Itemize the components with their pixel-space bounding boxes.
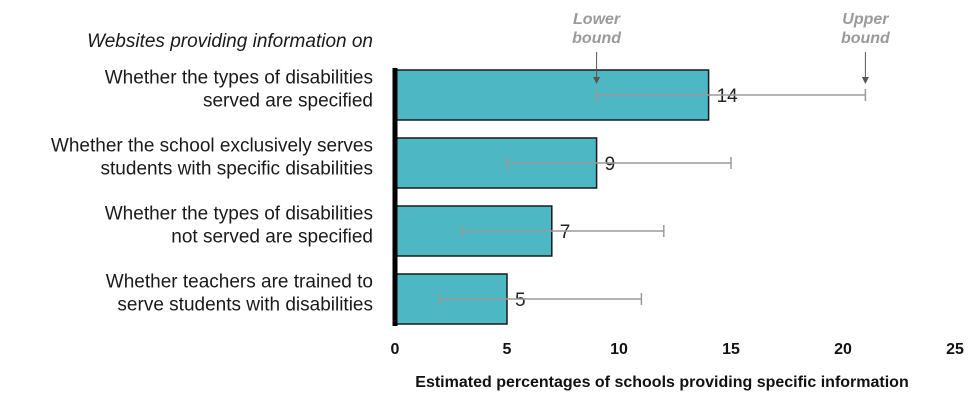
x-axis-ticks: 0 5 10 15 20 25 bbox=[391, 341, 964, 358]
category-labels: Whether the types of disabilitiesserved … bbox=[51, 68, 373, 316]
lower-bound-note-text: Lower bbox=[573, 11, 621, 28]
upper-bound-note-arrowhead bbox=[861, 77, 869, 84]
category-label: not served are specified bbox=[171, 227, 373, 248]
category-label: Whether teachers are trained to bbox=[106, 272, 373, 293]
data-label: 9 bbox=[605, 154, 616, 175]
chart-heading: Websites providing information on bbox=[87, 31, 373, 52]
category-label: Whether the types of disabilities bbox=[105, 68, 373, 89]
data-label: 7 bbox=[560, 222, 571, 243]
error-bars bbox=[439, 89, 867, 305]
x-tick-label: 10 bbox=[610, 341, 628, 358]
upper-bound-note-text: bound bbox=[841, 30, 891, 47]
bars: 14 9 7 5 bbox=[394, 69, 739, 325]
data-label: 14 bbox=[717, 86, 739, 107]
bound-annotations: Lower bound Upper bound bbox=[572, 11, 891, 84]
data-label: 5 bbox=[515, 290, 526, 311]
upper-bound-note-text: Upper bbox=[842, 11, 889, 28]
x-tick-label: 20 bbox=[834, 341, 852, 358]
category-label: serve students with disabilities bbox=[117, 295, 373, 316]
x-tick-label: 15 bbox=[722, 341, 740, 358]
x-tick-label: 0 bbox=[391, 341, 400, 358]
lower-bound-note-text: bound bbox=[572, 30, 622, 47]
lower-bound-note-arrowhead bbox=[593, 77, 601, 84]
category-label: served are specified bbox=[203, 91, 373, 112]
x-tick-label: 25 bbox=[946, 341, 964, 358]
x-axis-title: Estimated percentages of schools providi… bbox=[415, 374, 908, 391]
category-label: Whether the types of disabilities bbox=[105, 204, 373, 225]
category-label: Whether the school exclusively serves bbox=[51, 136, 373, 157]
category-label: students with specific disabilities bbox=[101, 159, 373, 180]
x-tick-label: 5 bbox=[503, 341, 512, 358]
